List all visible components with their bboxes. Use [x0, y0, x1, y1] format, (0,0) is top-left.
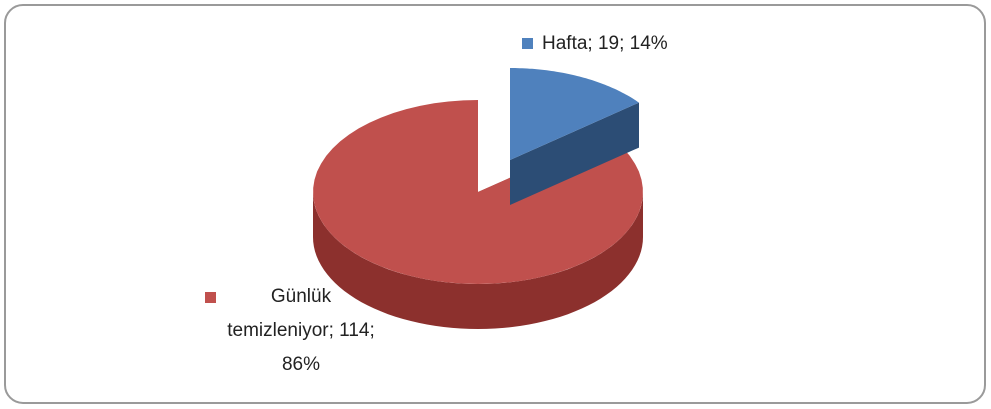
- data-label: Günlük temizleniyor; 114; 86%: [227, 286, 375, 375]
- slice: [313, 100, 643, 284]
- slice-side: [313, 192, 643, 329]
- slice-side: [510, 102, 639, 205]
- legend-marker: [522, 38, 533, 49]
- data-label: Hafta; 19; 14%: [542, 33, 668, 54]
- legend-marker: [205, 292, 216, 303]
- slice: [510, 68, 639, 160]
